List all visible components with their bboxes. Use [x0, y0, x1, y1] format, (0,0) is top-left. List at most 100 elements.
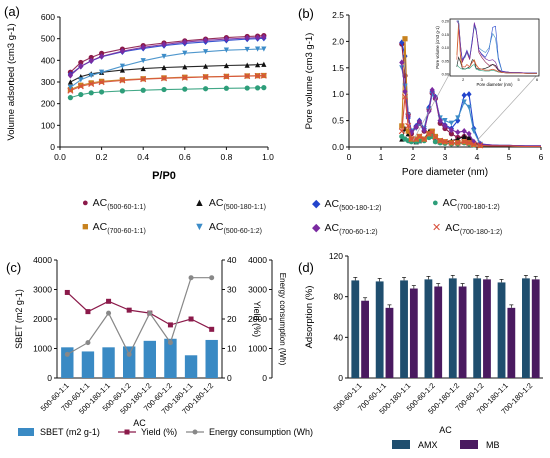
x-tick-label: 0 — [347, 152, 352, 162]
bar — [61, 347, 74, 378]
data-point — [432, 94, 438, 101]
bar — [81, 351, 95, 378]
data-point — [88, 90, 94, 96]
inset-x-tick-label: 4 — [499, 78, 501, 82]
data-point — [161, 86, 167, 93]
bar — [522, 278, 530, 378]
data-point — [413, 123, 419, 131]
data-point — [67, 87, 74, 94]
data-point — [402, 53, 408, 60]
legend-item: ✕ AC(700-180-1:2) — [432, 221, 502, 236]
legend-item: ● AC(500-60-1:1) — [82, 197, 146, 211]
data-point — [161, 53, 167, 60]
yield-point — [188, 316, 194, 322]
legend-label: AC — [208, 221, 224, 233]
chart-c: 0 1000 2000 3000 4000 0 10 20 30 40 0 1000 2000 3000 4… — [14, 255, 313, 437]
yield-point — [126, 307, 132, 313]
legend-label: AC — [92, 221, 108, 233]
legend-label-mb: MB — [486, 440, 500, 450]
legend-marker: ▼ — [194, 221, 205, 233]
legend-marker: ■ — [82, 221, 89, 233]
y-right-tick-label: 30 — [227, 285, 237, 295]
data-point — [223, 47, 229, 53]
data-point — [448, 131, 454, 137]
legend-label-sub: (700-180-1:2) — [459, 229, 503, 237]
data-point — [477, 142, 484, 149]
y-tick-label: 40 — [334, 332, 344, 342]
data-point — [416, 118, 422, 125]
data-point — [398, 128, 405, 135]
legend-isotherms: ● AC(500-60-1:1) ▲ AC(500-180-1:1) ◆ AC(500… — [82, 195, 542, 245]
bar — [409, 288, 418, 378]
data-point — [408, 136, 415, 143]
data-point — [140, 87, 146, 93]
data-point — [416, 133, 423, 140]
x-axis-label: Pore diameter (nm) — [402, 167, 488, 178]
data-point — [442, 118, 448, 124]
x-tick-label: 1.0 — [262, 152, 274, 162]
y-tick-label: 500 — [41, 34, 55, 44]
data-point — [244, 62, 250, 68]
energy-point — [106, 310, 112, 316]
data-point — [442, 122, 448, 129]
y-tick-label: 0.0 — [332, 142, 344, 152]
y-right2-tick-label: 3000 — [248, 285, 267, 295]
data-point — [454, 139, 461, 146]
yield-line — [66, 292, 212, 330]
inset-frame — [449, 18, 540, 77]
inset-x-tick-label: 2 — [462, 78, 464, 82]
data-point — [244, 34, 250, 42]
legend-label-amx: AMX — [418, 440, 438, 450]
y-right2-tick-label: 4000 — [248, 255, 267, 265]
data-point — [261, 61, 267, 67]
bar — [434, 286, 443, 378]
data-point — [182, 64, 188, 70]
data-point — [429, 129, 436, 136]
inset-y-tick-label: 0.05 — [442, 59, 449, 63]
data-point — [429, 86, 435, 94]
bar — [102, 347, 115, 378]
energy-point — [209, 275, 215, 281]
bar — [205, 339, 218, 378]
bar — [385, 307, 394, 378]
bar — [448, 278, 457, 378]
data-point — [455, 129, 461, 136]
bar — [164, 338, 177, 378]
x-tick-label: 0.4 — [137, 152, 149, 162]
panel-label-c: (c) — [6, 260, 21, 275]
data-point — [119, 67, 125, 73]
data-point — [160, 75, 168, 82]
x-tick-label: 4 — [475, 152, 480, 162]
data-point — [455, 115, 461, 121]
bar — [424, 279, 433, 378]
legend-label-sub: (500-60-1:2) — [223, 228, 263, 236]
data-point — [88, 72, 94, 79]
data-point — [119, 88, 125, 94]
data-point — [448, 127, 454, 134]
legend-marker: ✕ — [432, 222, 442, 234]
legend-label: AC — [92, 197, 108, 209]
legend-marker: ● — [82, 197, 89, 209]
y-tick-label: 2000 — [33, 314, 52, 324]
data-point — [255, 62, 261, 68]
data-point — [78, 59, 84, 66]
data-point — [399, 39, 405, 46]
inset-x-tick-label: 6 — [536, 78, 538, 82]
data-point — [203, 49, 209, 55]
data-point — [223, 85, 229, 91]
yield-point — [85, 309, 91, 315]
data-point — [405, 113, 411, 120]
data-point — [140, 44, 146, 51]
data-point — [425, 130, 433, 137]
y-tick-label: 3000 — [33, 285, 52, 295]
energy-line — [67, 277, 212, 356]
y-tick-label: 200 — [41, 99, 55, 109]
chart-a: 0 100 200 300 400 500 600 0.0 0.2 0.4 0.6 0.8 1.0 Vol… — [6, 12, 274, 182]
data-point — [254, 72, 261, 79]
y-tick-label: 1000 — [33, 344, 52, 354]
bar — [123, 346, 136, 378]
legend-label: AC — [208, 197, 224, 209]
data-point — [67, 84, 73, 91]
legend-label-sub: (500-180-1:2) — [339, 205, 382, 213]
